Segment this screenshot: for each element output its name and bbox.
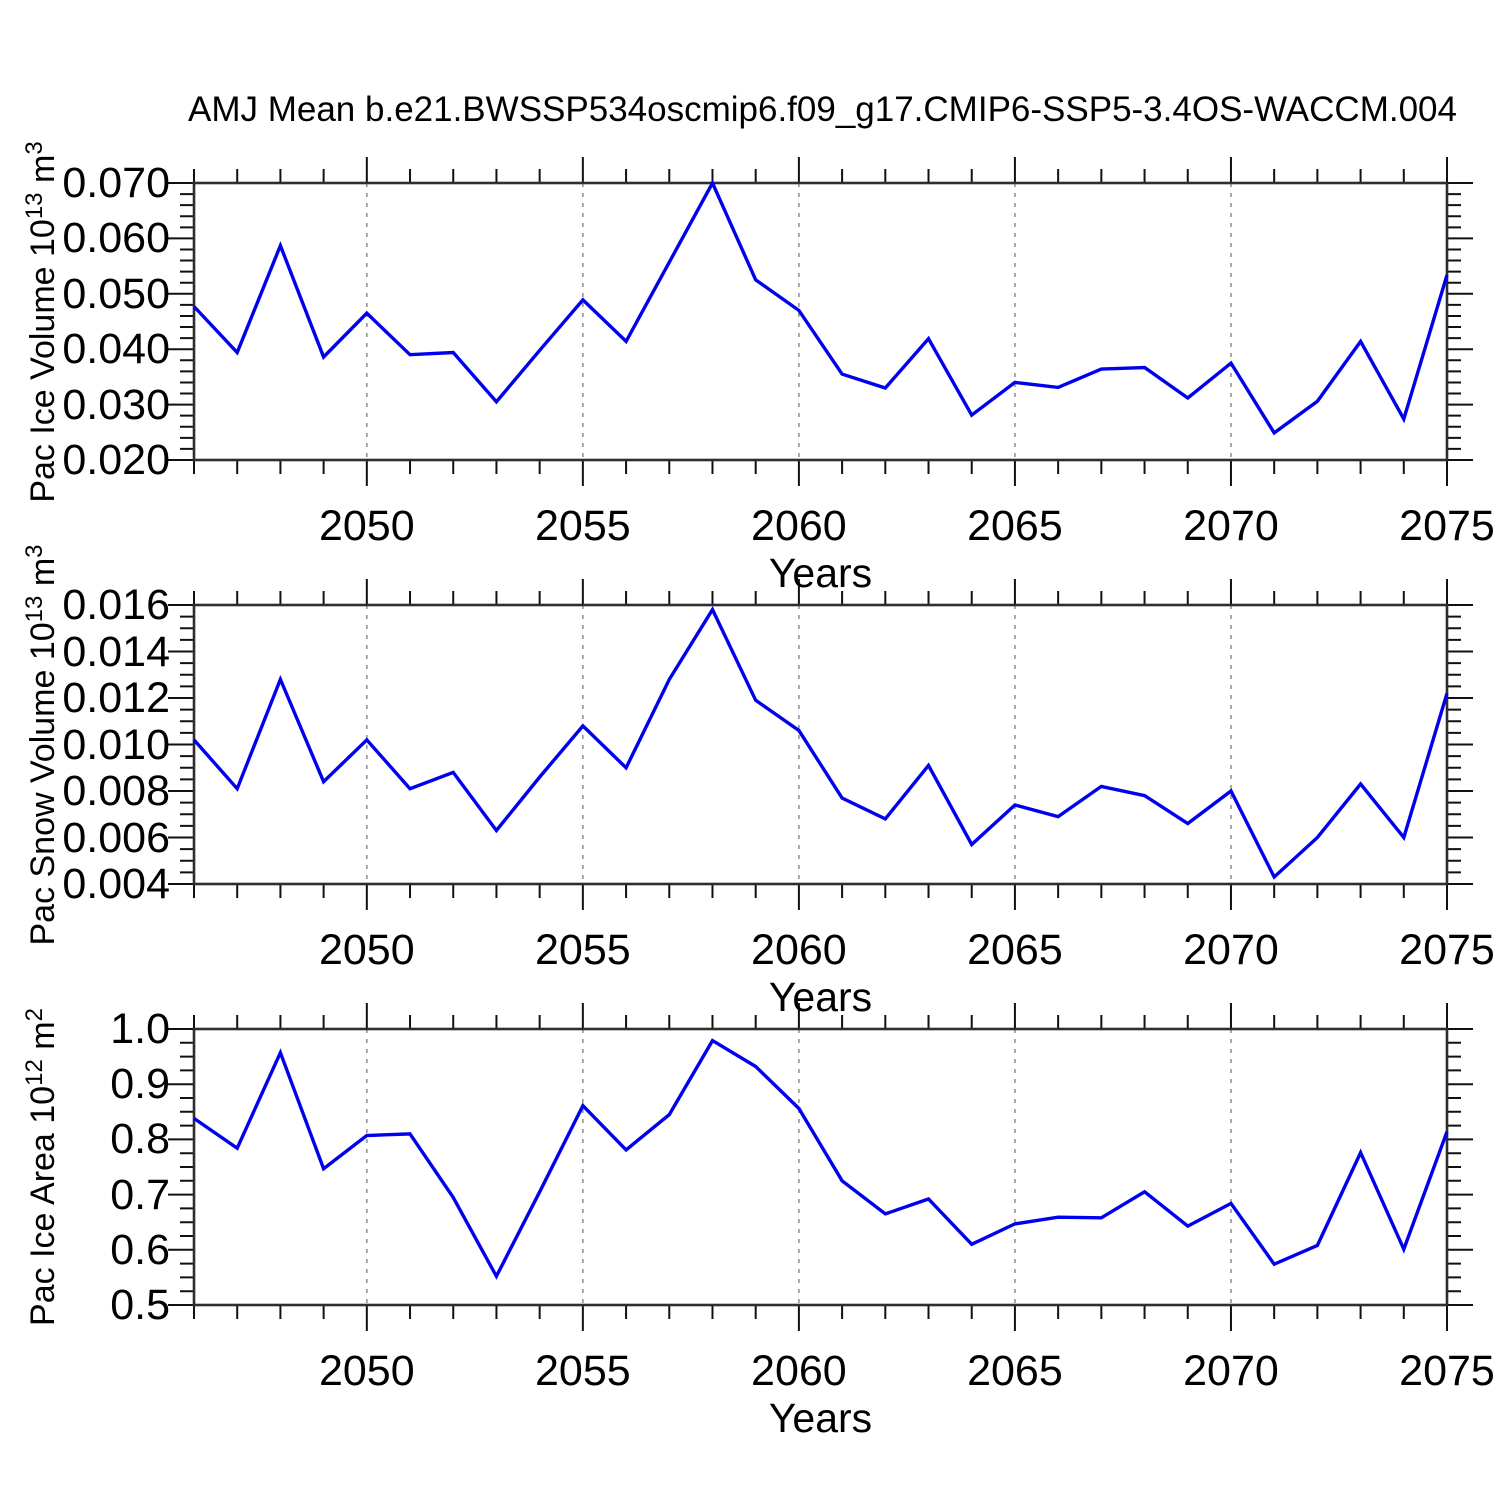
x-tick-label: 2050 [318,1347,415,1395]
x-tick-label: 2065 [967,926,1063,974]
x-axis-title-years-2: Years [768,974,873,1020]
x-tick-label: 2075 [1399,1347,1495,1395]
y-tick-label: 0.8 [110,1115,170,1164]
y-tick-label: 0.7 [110,1170,170,1219]
x-tick-label: 2060 [751,926,847,974]
x-tick-label: 2060 [751,502,847,550]
x-tick-label: 2055 [535,1347,631,1395]
plot-frame [192,181,1449,462]
axis-ticks [168,1003,1473,1331]
x-tick-label: 2055 [535,926,631,974]
x-tick-label: 2060 [751,1347,847,1395]
y-tick-label: 0.012 [62,674,170,722]
x-tick-label: 2070 [1183,502,1279,550]
y-tick-label: 0.6 [110,1225,170,1274]
y-tick-label: 0.5 [110,1281,170,1329]
x-tick-label: 2050 [318,502,415,550]
x-tick-label: 2070 [1183,926,1279,974]
y-tick-label: 0.004 [62,860,170,908]
y-tick-label: 0.050 [62,269,170,318]
chart-3 [168,1003,1473,1331]
x-gridlines [365,183,1232,460]
y-tick-label: 0.070 [62,159,170,207]
data-line [192,606,1449,880]
x-tick-label: 2065 [967,1347,1063,1395]
plot-title: AMJ Mean b.e21.BWSSP534oscmip6.f09_g17.C… [188,90,1457,129]
chart-1 [168,157,1473,486]
data-line [193,1038,1449,1280]
chart-2 [168,579,1473,910]
y-tick-label: 0.016 [62,581,170,629]
y-tick-label: 1.0 [110,1005,170,1053]
x-gridlines [365,1029,1232,1305]
plot-frame [192,603,1449,886]
x-gridlines [365,605,1232,884]
y-tick-label: 0.008 [62,767,170,815]
y-tick-label: 0.014 [62,627,170,676]
x-tick-label: 2055 [535,502,631,550]
plot-frame [192,1027,1449,1307]
y-tick-label: 0.060 [62,214,170,263]
x-tick-label: 2075 [1399,926,1495,974]
x-tick-label: 2070 [1183,1347,1279,1395]
y-tick-label: 0.040 [62,325,170,374]
y-tick-label: 0.030 [62,380,170,429]
x-tick-label: 2065 [967,502,1063,550]
x-tick-label: 2075 [1399,502,1495,550]
y-tick-label: 0.020 [62,436,170,484]
x-tick-label: 2050 [318,926,415,974]
x-axis-title-years-1: Years [768,550,873,596]
data-line [192,179,1449,436]
y-tick-label: 0.010 [62,720,170,769]
axis-ticks [168,157,1473,486]
y-tick-label: 0.9 [110,1060,170,1109]
x-axis-title-years-3: Years [768,1395,873,1441]
axis-ticks [168,579,1473,910]
y-tick-label: 0.006 [62,813,170,862]
